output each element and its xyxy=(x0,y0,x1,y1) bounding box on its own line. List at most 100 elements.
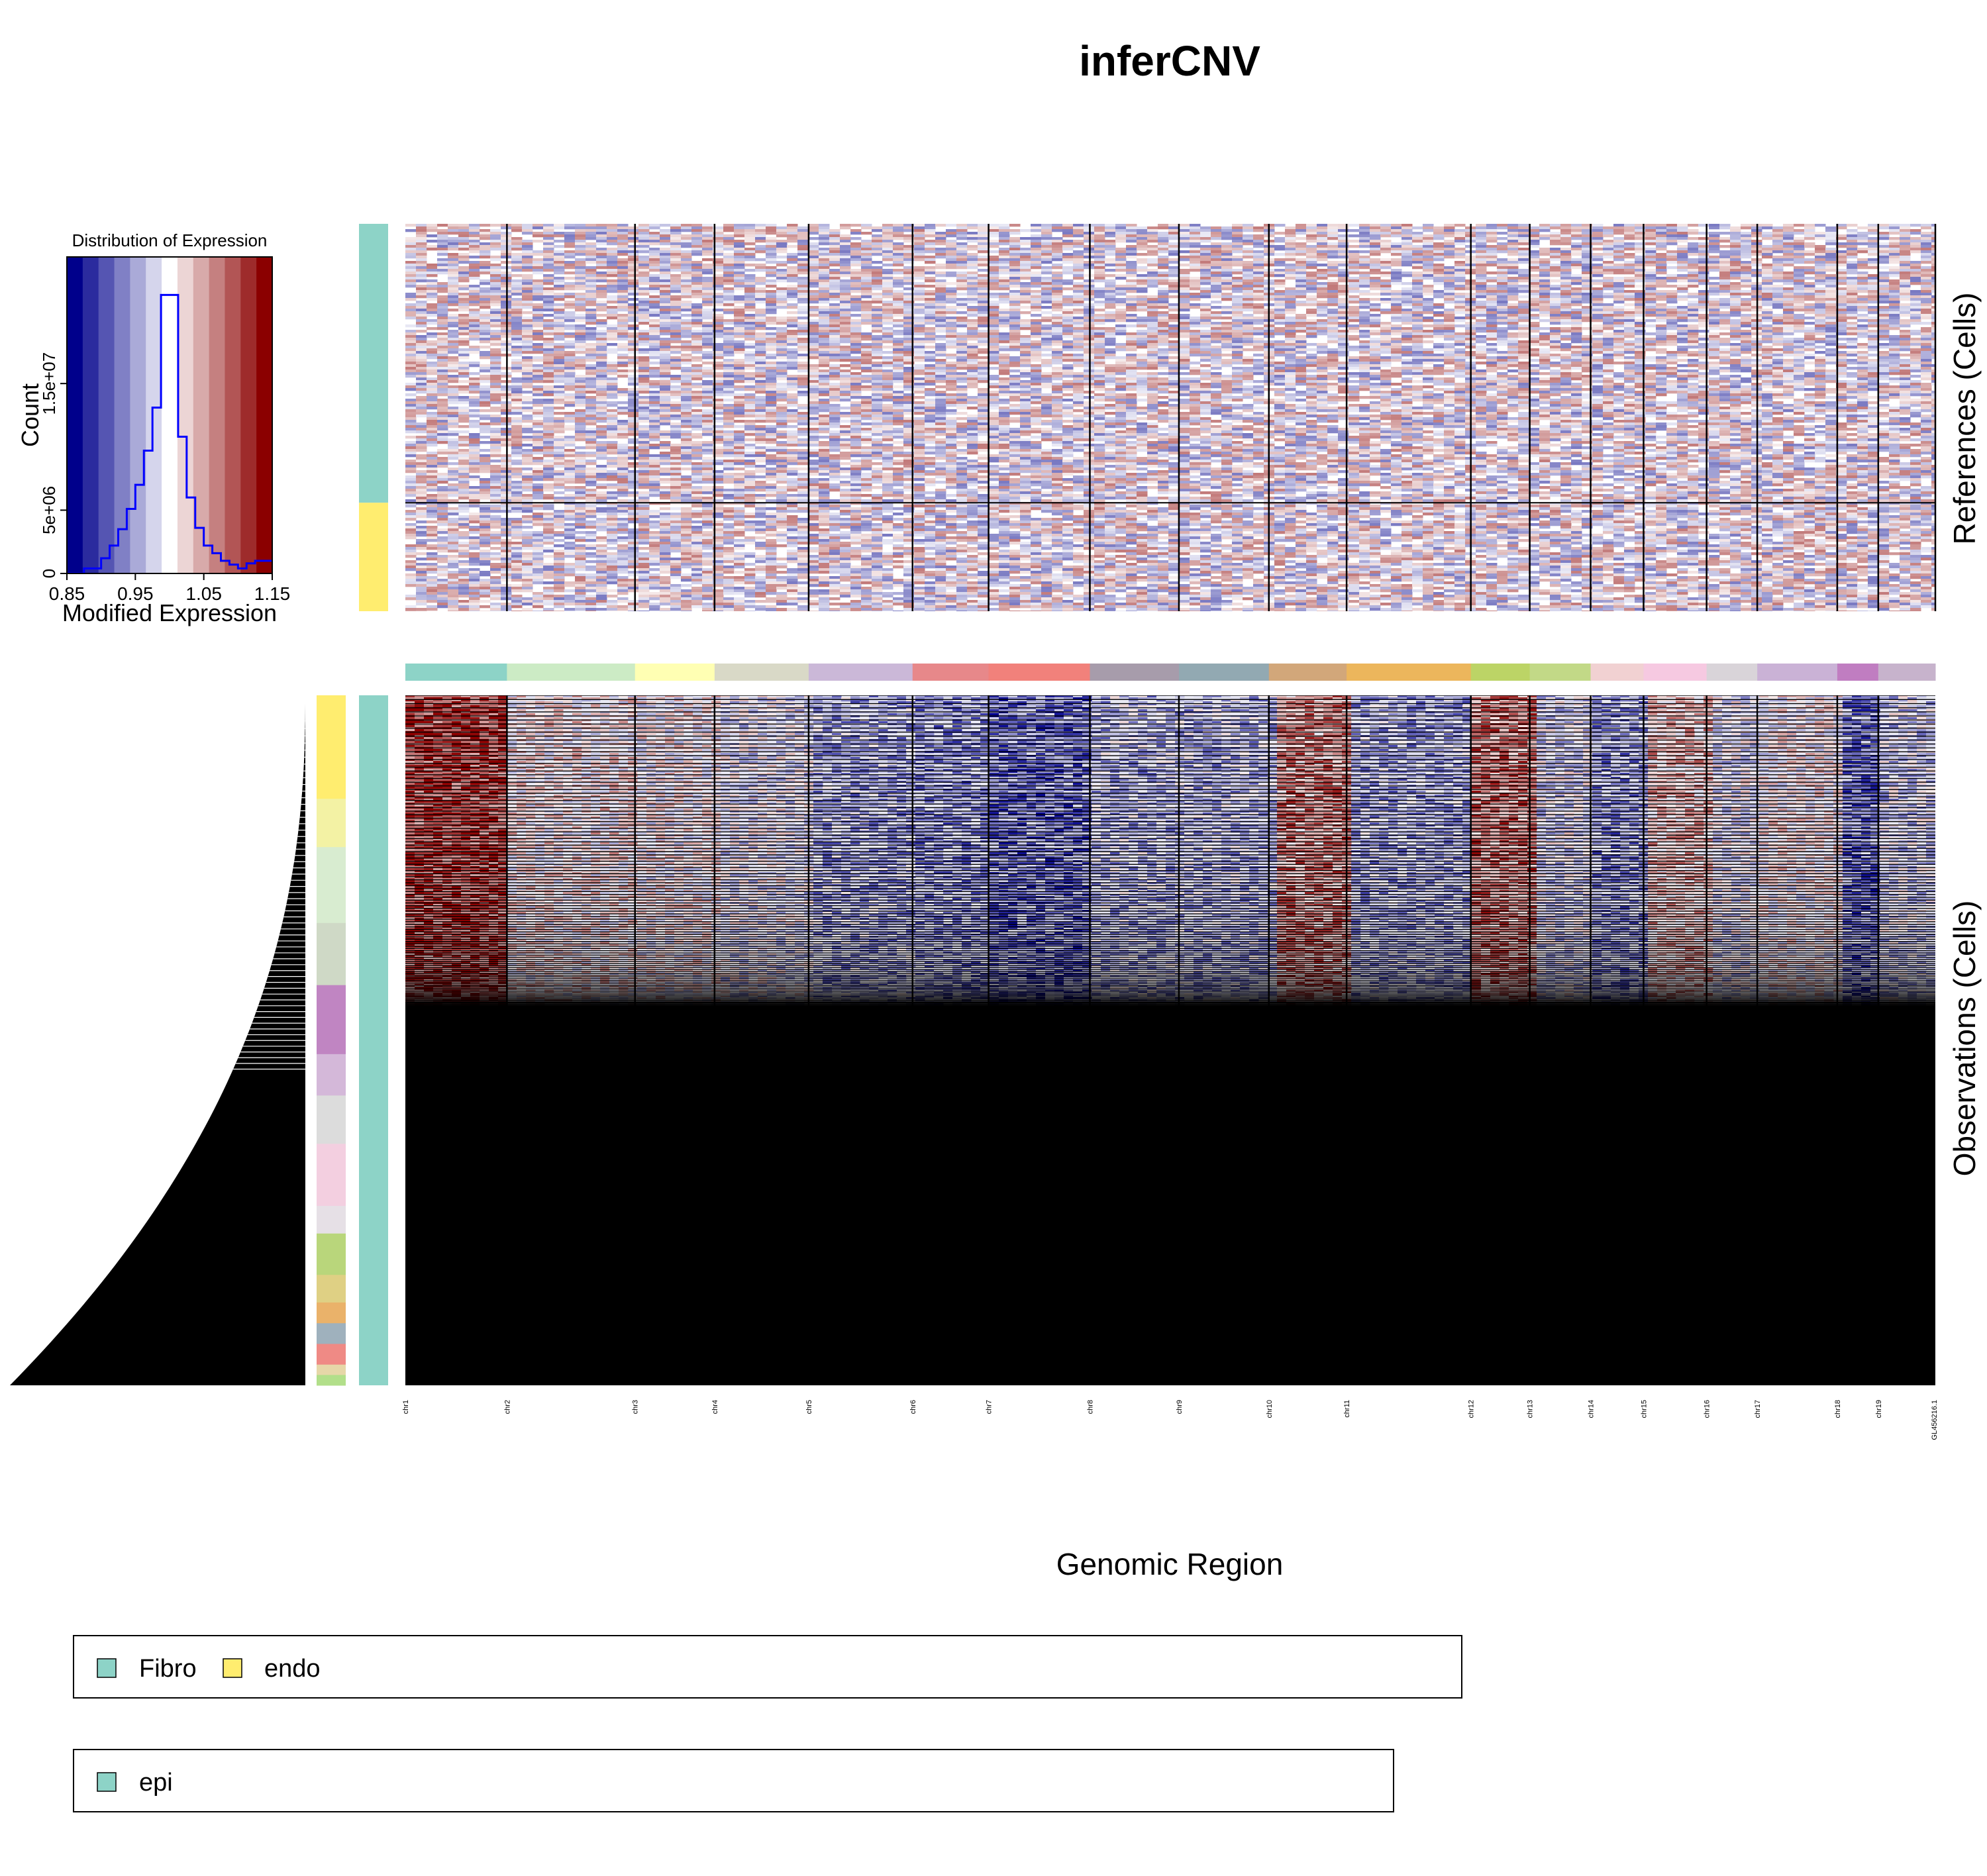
reference-cell xyxy=(405,303,417,306)
reference-cell xyxy=(427,293,438,295)
reference-cell xyxy=(882,306,893,309)
reference-cell xyxy=(1147,245,1158,248)
reference-cell xyxy=(1921,226,1932,229)
reference-cell xyxy=(1306,248,1317,250)
reference-cell xyxy=(1518,324,1529,327)
reference-cell xyxy=(744,319,756,322)
reference-cell xyxy=(1825,285,1837,287)
reference-cell xyxy=(1741,266,1752,269)
reference-cell xyxy=(723,303,735,306)
reference-cell xyxy=(1147,277,1158,279)
reference-cell xyxy=(617,264,629,266)
reference-cell xyxy=(819,274,830,277)
reference-cell xyxy=(787,229,798,232)
reference-cell xyxy=(1423,269,1434,272)
reference-group-endo xyxy=(359,503,388,611)
reference-cell xyxy=(1062,266,1074,269)
reference-cell xyxy=(596,301,607,303)
reference-cell xyxy=(1009,232,1021,234)
reference-cell xyxy=(1423,266,1434,269)
reference-cell xyxy=(1560,301,1572,303)
reference-cell xyxy=(564,301,576,303)
reference-cell xyxy=(1253,287,1264,290)
reference-cell xyxy=(1158,324,1169,327)
reference-cell xyxy=(586,295,597,298)
reference-cell xyxy=(1825,256,1837,258)
reference-cell xyxy=(596,314,607,317)
reference-cell xyxy=(1878,226,1890,229)
reference-cell xyxy=(1878,311,1890,314)
reference-cell xyxy=(1009,266,1021,269)
reference-cell xyxy=(1772,269,1784,272)
reference-cell xyxy=(1857,301,1868,303)
reference-cell xyxy=(999,301,1010,303)
reference-cell xyxy=(1486,290,1498,293)
reference-cell xyxy=(1900,232,1911,234)
reference-cell xyxy=(628,232,639,234)
reference-cell xyxy=(1243,327,1254,330)
reference-cell xyxy=(1190,250,1201,253)
reference-cell xyxy=(448,226,459,229)
reference-cell xyxy=(1560,242,1572,245)
reference-cell xyxy=(405,240,417,242)
reference-cell xyxy=(1772,322,1784,324)
reference-cell xyxy=(1560,237,1572,240)
reference-cell xyxy=(1232,285,1243,287)
reference-cell xyxy=(1550,293,1561,295)
reference-cell xyxy=(660,287,671,290)
reference-cell xyxy=(480,261,491,264)
reference-cell xyxy=(1571,248,1582,250)
reference-cell xyxy=(511,237,523,240)
reference-cell xyxy=(1137,301,1148,303)
reference-cell xyxy=(1285,264,1296,266)
reference-cell xyxy=(702,311,713,314)
reference-cell xyxy=(1889,303,1900,306)
reference-cell xyxy=(850,324,862,327)
reference-cell xyxy=(1900,264,1911,266)
reference-cell xyxy=(1317,240,1328,242)
reference-cell xyxy=(1645,232,1656,234)
reference-cell xyxy=(978,282,989,285)
reference-cell xyxy=(1539,285,1551,287)
reference-cell xyxy=(723,272,735,274)
reference-cell xyxy=(946,258,957,261)
reference-cell xyxy=(1401,301,1413,303)
reference-cell xyxy=(1772,277,1784,279)
reference-cell xyxy=(1794,245,1805,248)
reference-cell xyxy=(935,293,946,295)
reference-cell xyxy=(1126,303,1137,306)
reference-cell xyxy=(1539,303,1551,306)
reference-cell xyxy=(1910,250,1921,253)
reference-cell xyxy=(755,229,766,232)
reference-cell xyxy=(575,293,586,295)
reference-cell xyxy=(1327,245,1339,248)
reference-cell xyxy=(1825,309,1837,311)
reference-cell xyxy=(702,303,713,306)
reference-cell xyxy=(437,285,448,287)
reference-cell xyxy=(787,237,798,240)
reference-cell xyxy=(1232,240,1243,242)
reference-cell xyxy=(427,303,438,306)
reference-cell xyxy=(1073,319,1084,322)
reference-cell xyxy=(1359,261,1370,264)
reference-cell xyxy=(1698,282,1709,285)
reference-cell xyxy=(1900,314,1911,317)
reference-cell xyxy=(691,269,703,272)
reference-cell xyxy=(861,295,872,298)
reference-cell xyxy=(1370,317,1381,319)
reference-cell xyxy=(1847,290,1858,293)
reference-cell xyxy=(1878,248,1890,250)
reference-cell xyxy=(734,248,745,250)
reference-cell xyxy=(1847,264,1858,266)
reference-cell xyxy=(1571,274,1582,277)
reference-cell xyxy=(1847,245,1858,248)
reference-cell xyxy=(766,311,777,314)
reference-cell xyxy=(1391,311,1402,314)
reference-cell xyxy=(554,258,565,261)
reference-cell xyxy=(1211,290,1222,293)
reference-cell xyxy=(522,274,533,277)
reference-cell xyxy=(1762,317,1773,319)
reference-cell xyxy=(1783,250,1794,253)
reference-cell xyxy=(575,250,586,253)
reference-cell xyxy=(1857,226,1868,229)
